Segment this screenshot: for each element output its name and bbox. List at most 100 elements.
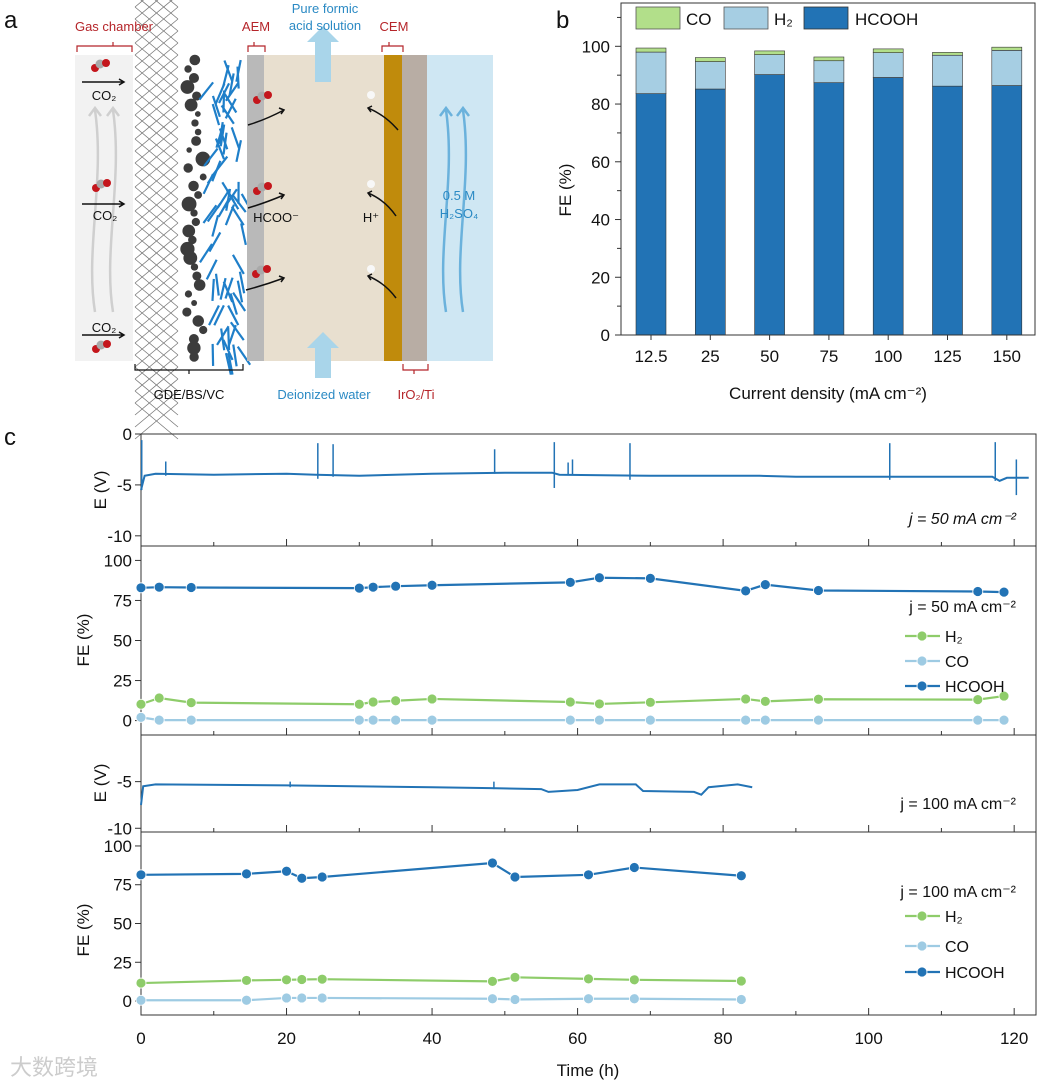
- particle: [199, 173, 207, 181]
- point-hcooh: [426, 579, 438, 591]
- y-axis-label-e100: E (V): [91, 764, 110, 803]
- fiber: [224, 277, 234, 299]
- legend-swatch-h2: [723, 6, 769, 30]
- annotation-fe100: j = 100 mA cm⁻²: [899, 884, 1016, 901]
- point-h: [135, 698, 147, 710]
- fiber: [211, 160, 222, 182]
- legend: CO H₂ HCOOH: [635, 6, 918, 30]
- particle: [192, 271, 202, 281]
- x-tick-label: 80: [714, 1029, 733, 1048]
- point-hcooh: [153, 581, 165, 593]
- point-h: [813, 693, 824, 705]
- fiber: [211, 214, 220, 237]
- legend-marker-co: [916, 655, 928, 667]
- point-h: [241, 975, 252, 986]
- point-h: [426, 693, 438, 705]
- particle: [188, 180, 199, 192]
- oxygen-atom: [102, 59, 110, 67]
- water-arrow-icon: [307, 332, 339, 378]
- product-arrow-icon: [307, 26, 339, 82]
- bar-h: [813, 60, 845, 83]
- y-tick-label: 0: [123, 712, 132, 731]
- point-co: [296, 992, 308, 1004]
- co2-label: CO₂: [92, 320, 117, 335]
- acid-label-line2: H₂SO₄: [440, 206, 479, 221]
- x-axis-label: Current density (mA cm⁻²): [729, 384, 927, 403]
- point-co: [153, 714, 165, 726]
- y-tick-label: 50: [113, 915, 132, 934]
- point-h: [316, 973, 328, 985]
- point-co: [759, 714, 771, 726]
- legend-marker-h: [916, 630, 928, 642]
- mesh-line: [154, 0, 179, 20]
- bar-h: [754, 54, 785, 75]
- legend-label-hcooh: HCOOH: [945, 679, 1005, 696]
- cem-label: CEM: [380, 19, 409, 34]
- bar-hcooh: [991, 85, 1023, 336]
- point-hcooh: [813, 585, 824, 596]
- point-h: [735, 975, 747, 987]
- x-tick-label: 40: [423, 1029, 442, 1048]
- fiber: [236, 66, 240, 89]
- oxygen-atom: [263, 265, 271, 273]
- particle: [194, 128, 202, 136]
- co2-label: CO₂: [92, 88, 117, 103]
- fiber: [228, 73, 235, 96]
- point-co: [583, 993, 594, 1005]
- aem-label: AEM: [242, 19, 270, 34]
- plot-frame: [140, 433, 1037, 547]
- x-tick-label: 75: [819, 347, 838, 366]
- fiber: [220, 104, 235, 125]
- point-hcooh: [594, 572, 605, 584]
- fiber: [227, 352, 234, 375]
- point-h: [759, 695, 771, 707]
- bar-hcooh: [872, 77, 904, 336]
- watermark: 大数跨境: [10, 1055, 98, 1080]
- fiber: [232, 292, 247, 312]
- particle: [194, 191, 202, 199]
- line-hcooh: [140, 861, 742, 880]
- line-co: [141, 996, 742, 1002]
- proton-dots-icon: [367, 91, 375, 273]
- fiber: [224, 352, 232, 375]
- bar-h: [991, 50, 1023, 86]
- point-hcooh: [583, 869, 594, 881]
- point-h: [296, 974, 308, 985]
- axis-ticks: [615, 16, 1008, 340]
- oxygen-atom: [264, 182, 272, 190]
- panel-label-b: b: [556, 7, 569, 34]
- point-hcooh: [564, 576, 576, 588]
- y-tick-label: 0: [123, 992, 132, 1011]
- x-tick-label: 60: [568, 1029, 587, 1048]
- point-h: [583, 973, 594, 985]
- x-tick-label: 125: [933, 347, 961, 366]
- point-co: [594, 714, 605, 726]
- point-h: [509, 971, 521, 983]
- point-co: [740, 714, 752, 726]
- y-axis-label-e50: E (V): [91, 471, 110, 510]
- point-co: [813, 714, 824, 726]
- gas-chamber-label: Gas chamber: [75, 19, 154, 34]
- fe-bar-chart: 0 20 40 60 80 100 12.5 25 50 75 100 125 150 Cu…: [556, 2, 1036, 403]
- point-h: [998, 690, 1010, 702]
- x-tick-label: 120: [1000, 1029, 1028, 1048]
- fiber: [205, 259, 218, 280]
- fiber: [222, 281, 234, 303]
- point-co: [241, 994, 252, 1006]
- legend-label-hcooh: HCOOH: [945, 965, 1005, 982]
- y-tick-label: -5: [117, 773, 132, 792]
- particle: [192, 315, 204, 327]
- fiber: [211, 278, 215, 302]
- plot-frame: [140, 831, 1037, 1016]
- point-co: [316, 992, 328, 1004]
- stability-charts: 0 -5 -10 0 25 50 75 100 -5 -10 0 25 50 75 100 0 20 40 60 80…: [104, 425, 1037, 1048]
- point-hcooh: [353, 582, 365, 594]
- point-h: [644, 696, 656, 708]
- bar-co: [694, 57, 726, 62]
- plot-frame: [140, 734, 1037, 833]
- particle: [182, 224, 196, 238]
- particle: [181, 196, 197, 212]
- x-tick-label: 0: [136, 1029, 145, 1048]
- water-label: Deionized water: [277, 387, 371, 402]
- particle: [192, 91, 202, 101]
